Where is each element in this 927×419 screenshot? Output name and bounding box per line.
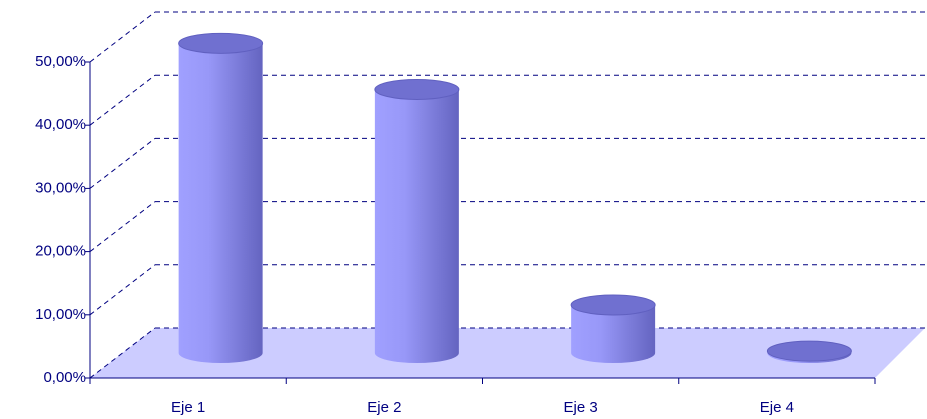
- x-tick-label: Eje 4: [760, 399, 794, 416]
- y-tick-label: 0,00%: [43, 369, 86, 386]
- bar: [178, 43, 263, 363]
- y-tick-label: 10,00%: [35, 306, 86, 323]
- grid-line: [89, 264, 156, 316]
- grid-line: [89, 11, 156, 63]
- bar: [374, 89, 459, 364]
- grid-line: [89, 201, 156, 252]
- bar-top: [766, 340, 852, 362]
- y-tick-label: 30,00%: [35, 179, 86, 196]
- x-tick-label: Eje 2: [367, 399, 401, 416]
- bar: [571, 304, 656, 363]
- floor: [90, 328, 925, 378]
- y-tick-label: 50,00%: [35, 53, 86, 70]
- grid-line: [89, 327, 156, 379]
- x-tick-label: Eje 1: [171, 399, 205, 416]
- x-tick-label: Eje 3: [564, 399, 598, 416]
- grid-line: [89, 74, 156, 126]
- bar-top: [374, 78, 460, 100]
- y-tick-label: 40,00%: [35, 116, 86, 133]
- bar-top: [178, 32, 264, 54]
- bar-top: [570, 294, 656, 316]
- grid-line: [89, 138, 156, 189]
- y-tick-label: 20,00%: [35, 243, 86, 260]
